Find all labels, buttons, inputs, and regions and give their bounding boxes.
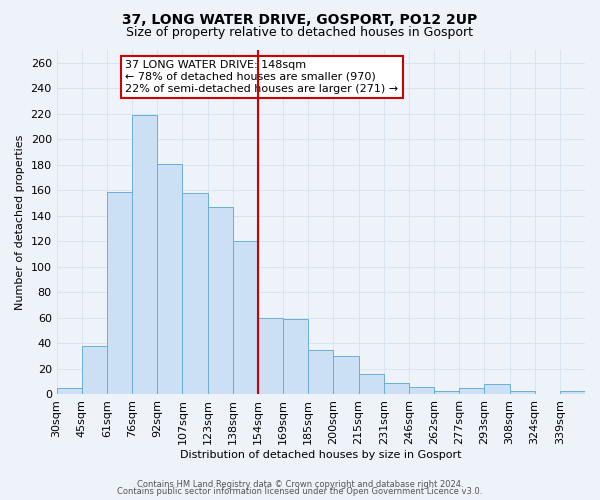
Bar xyxy=(459,388,484,394)
Bar xyxy=(208,207,233,394)
Y-axis label: Number of detached properties: Number of detached properties xyxy=(15,134,25,310)
Text: Size of property relative to detached houses in Gosport: Size of property relative to detached ho… xyxy=(127,26,473,39)
Bar xyxy=(334,356,359,395)
Bar xyxy=(132,115,157,394)
Bar xyxy=(384,383,409,394)
Bar xyxy=(283,319,308,394)
Bar xyxy=(258,318,283,394)
Bar xyxy=(107,192,132,394)
Bar xyxy=(484,384,509,394)
Bar xyxy=(82,346,107,395)
Text: 37 LONG WATER DRIVE: 148sqm
← 78% of detached houses are smaller (970)
22% of se: 37 LONG WATER DRIVE: 148sqm ← 78% of det… xyxy=(125,60,398,94)
Bar xyxy=(434,390,459,394)
Bar xyxy=(359,374,384,394)
Bar xyxy=(409,387,434,394)
Text: 37, LONG WATER DRIVE, GOSPORT, PO12 2UP: 37, LONG WATER DRIVE, GOSPORT, PO12 2UP xyxy=(122,12,478,26)
Text: Contains public sector information licensed under the Open Government Licence v3: Contains public sector information licen… xyxy=(118,487,482,496)
Bar xyxy=(56,388,82,394)
Bar xyxy=(560,390,585,394)
X-axis label: Distribution of detached houses by size in Gosport: Distribution of detached houses by size … xyxy=(180,450,461,460)
Bar xyxy=(233,242,258,394)
Bar xyxy=(509,390,535,394)
Bar xyxy=(182,193,208,394)
Text: Contains HM Land Registry data © Crown copyright and database right 2024.: Contains HM Land Registry data © Crown c… xyxy=(137,480,463,489)
Bar xyxy=(157,164,182,394)
Bar xyxy=(308,350,334,395)
